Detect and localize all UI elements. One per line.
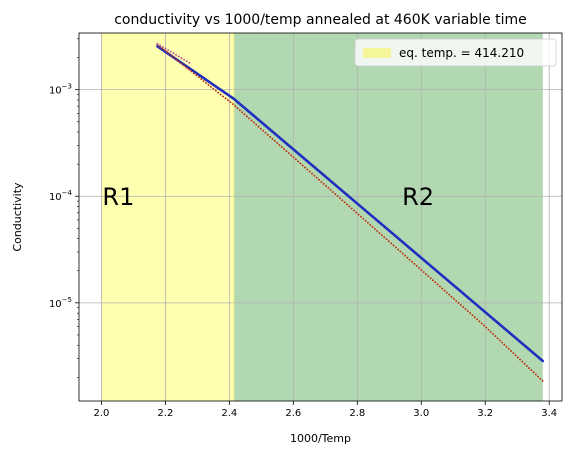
- x-tick-label: 3.2: [477, 408, 493, 419]
- x-tick-label: 3.4: [541, 408, 557, 419]
- y-tick-label: 10−4: [49, 189, 73, 203]
- legend: eq. temp. = 414.210: [354, 38, 557, 67]
- region-labels: R1 R2: [102, 183, 434, 211]
- series: [156, 42, 545, 382]
- legend-entry-label: eq. temp. = 414.210: [399, 46, 524, 60]
- series-line-1: [156, 44, 545, 363]
- x-tick-label: 2.8: [349, 408, 365, 419]
- series-line-2: [156, 43, 544, 382]
- region-r2-band: [233, 33, 543, 401]
- x-tick-label: 2.2: [157, 408, 173, 419]
- grid: [79, 33, 562, 401]
- regions: [101, 33, 543, 401]
- region-label-r2: R2: [402, 183, 434, 211]
- x-tick-label: 2.6: [285, 408, 301, 419]
- x-axis-label: 1000/Temp: [290, 432, 351, 445]
- x-tick-label: 2.4: [221, 408, 237, 419]
- y-axis-label: Conductivity: [11, 182, 24, 252]
- x-tick-label: 2.0: [93, 408, 109, 419]
- legend-swatch: [363, 48, 391, 58]
- x-tick-label: 3.0: [413, 408, 429, 419]
- region-label-r1: R1: [102, 183, 134, 211]
- ticks: 2.0 2.2 2.4 2.6 2.8 3.0 3.2 3.4 10−5 10−4 10−3: [49, 38, 557, 419]
- chart-title: conductivity vs 1000/temp annealed at 46…: [114, 12, 527, 28]
- y-tick-label: 10−5: [49, 296, 72, 310]
- y-tick-label: 10−3: [49, 83, 72, 97]
- plot-frame: [78, 32, 563, 402]
- legend-box: [354, 38, 557, 67]
- region-r1-band: [101, 33, 234, 401]
- series-line-3: [156, 42, 192, 65]
